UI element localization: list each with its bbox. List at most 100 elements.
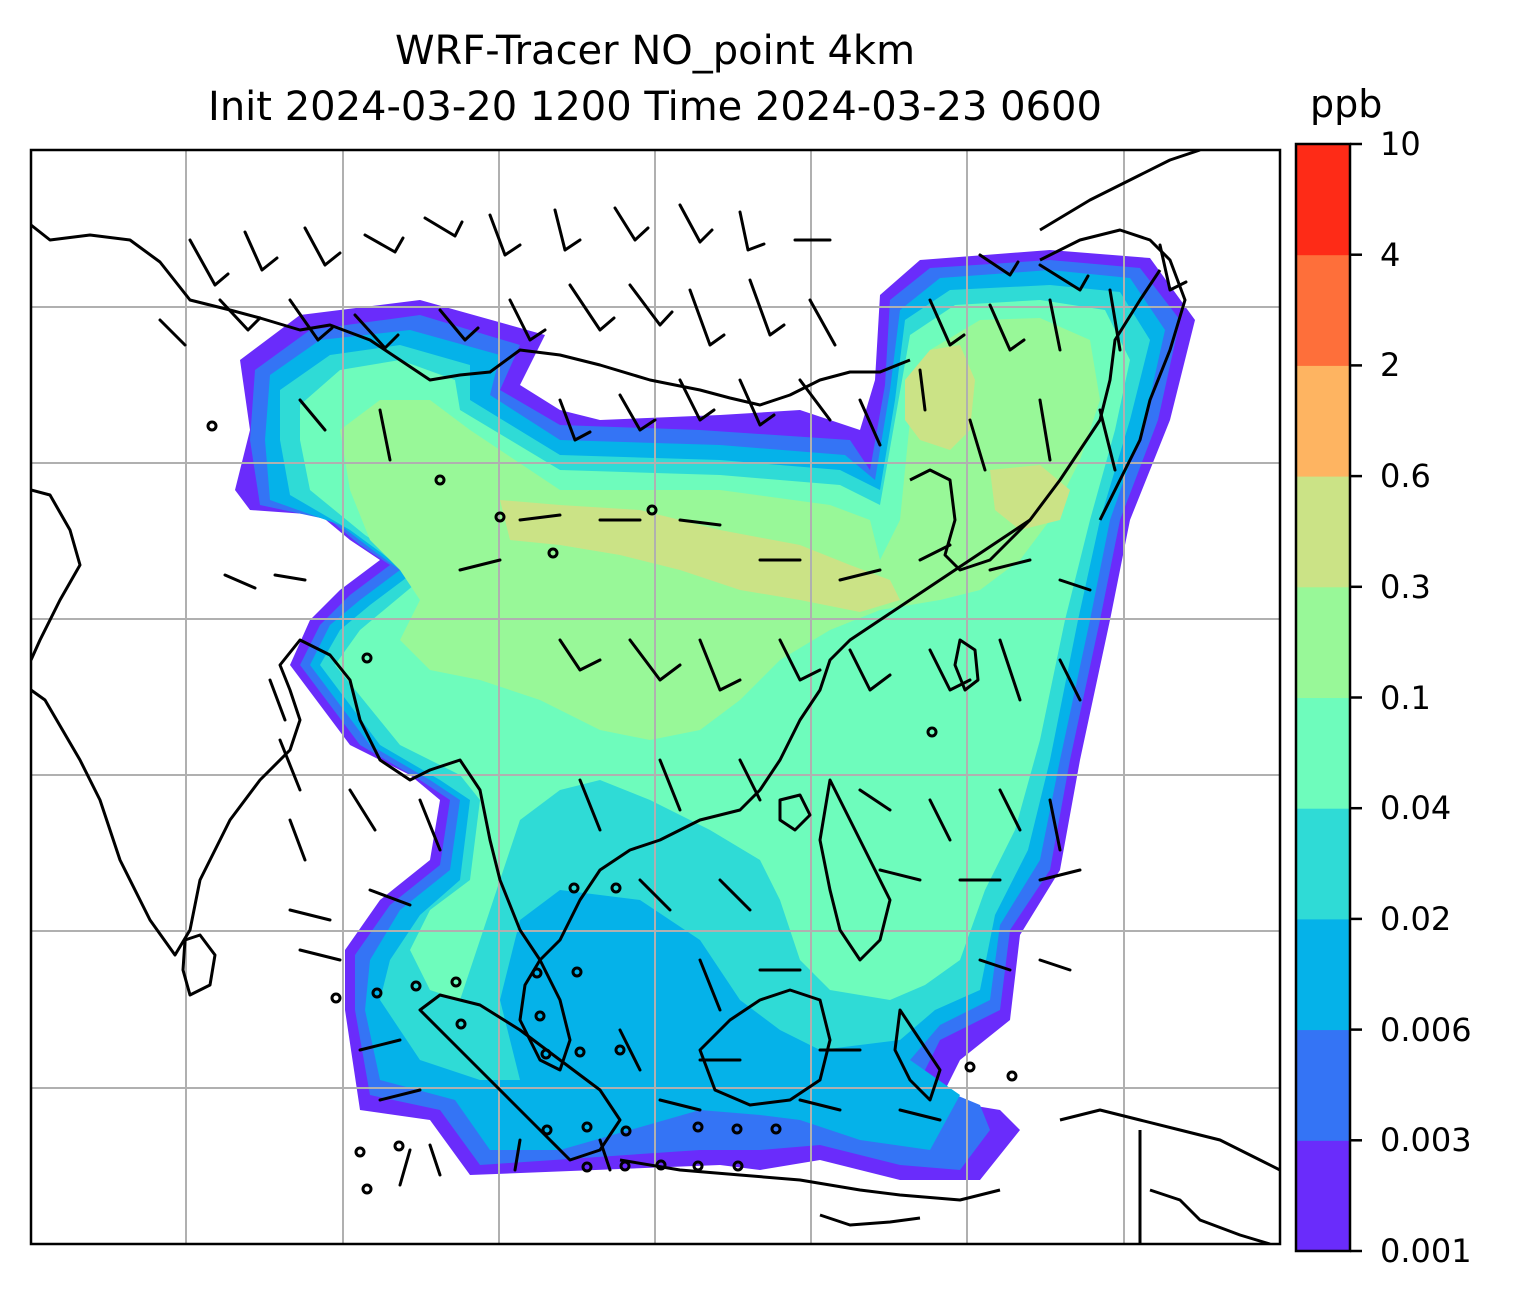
wind-barb xyxy=(378,1088,422,1102)
coastline-java xyxy=(619,1158,1001,1202)
wind-barb xyxy=(918,543,952,562)
colorbar-tick-label: 0.006 xyxy=(1380,1010,1472,1049)
calm-marker xyxy=(646,504,658,516)
coastline-sumatra xyxy=(418,993,622,1162)
wind-barb xyxy=(968,418,987,472)
calm-marker xyxy=(541,1124,553,1136)
calm-marker xyxy=(354,1146,366,1158)
calm-marker xyxy=(732,1160,744,1172)
coastline-korea xyxy=(909,269,1162,572)
wind-barb xyxy=(1038,868,1082,882)
wind-barb xyxy=(438,308,480,342)
colorbar-segment-4 xyxy=(1296,697,1350,809)
wind-barb xyxy=(618,1028,642,1072)
colorbar-segment-0 xyxy=(1296,1140,1350,1252)
calm-marker xyxy=(926,726,938,738)
wind-barb xyxy=(558,398,592,442)
wind-barb xyxy=(898,1108,942,1122)
wind-barb xyxy=(718,878,752,912)
wind-barb xyxy=(698,638,742,692)
colorbar-tick-label: 0.003 xyxy=(1380,1121,1472,1160)
calm-marker xyxy=(692,1121,704,1133)
calm-marker xyxy=(581,1161,593,1173)
wind-barb xyxy=(798,1098,842,1112)
wind-barb xyxy=(418,798,442,852)
wind-barb xyxy=(748,278,786,337)
coastline-sulawesi xyxy=(893,1008,942,1102)
tracer-concentration-field xyxy=(235,250,1195,1180)
colorbar-segment-9 xyxy=(1296,144,1350,256)
coastlines xyxy=(31,150,1280,1244)
coastline-sri-lanka xyxy=(181,933,217,997)
map-title-line-1: WRF-Tracer NO_point 4km xyxy=(394,28,916,74)
wind-barb xyxy=(513,1138,522,1172)
wind-barb xyxy=(798,378,832,422)
coastline-new-guinea xyxy=(1059,1108,1280,1172)
colorbar-tick-label: 0.6 xyxy=(1380,457,1431,496)
wind-barb xyxy=(618,393,657,432)
colorbar-tick-label: 0.02 xyxy=(1380,899,1452,938)
coastline-malay xyxy=(518,958,572,1072)
coastline-japan xyxy=(1039,228,1187,521)
colorbar-tick-label: 2 xyxy=(1380,346,1401,385)
wind-barb xyxy=(278,738,302,792)
calm-marker xyxy=(655,1159,667,1171)
coastline-indochina xyxy=(538,518,1031,962)
wind-barb xyxy=(508,298,547,342)
colorbar-unit-label: ppb xyxy=(1310,82,1383,126)
wind-barbs xyxy=(158,203,1188,1187)
wind-barb xyxy=(273,573,307,582)
calm-marker xyxy=(1006,1070,1018,1082)
coastline-india-peninsula xyxy=(31,638,542,961)
wind-barb xyxy=(423,216,464,238)
wind-barb xyxy=(628,283,674,327)
wind-barb xyxy=(223,573,257,590)
coastline-philippines xyxy=(818,778,892,962)
calm-marker xyxy=(581,1121,593,1133)
wind-barb xyxy=(738,758,762,802)
colorbar-segment-1 xyxy=(1296,1029,1350,1141)
wind-barb xyxy=(158,318,187,347)
colorbar-tick-label: 0.001 xyxy=(1380,1232,1472,1270)
wind-barb xyxy=(658,758,682,812)
wind-barb xyxy=(918,368,927,412)
wind-barb xyxy=(678,518,722,527)
calm-marker xyxy=(494,511,506,523)
wind-barb xyxy=(858,788,892,812)
calm-marker xyxy=(206,420,218,432)
map-title-line-2: Init 2024-03-20 1200 Time 2024-03-23 060… xyxy=(208,84,1102,130)
wind-barb xyxy=(1038,958,1072,972)
wind-barb xyxy=(808,298,837,347)
calm-marker xyxy=(619,1160,631,1172)
wind-barb xyxy=(928,648,972,692)
wind-barb xyxy=(978,253,1020,277)
calm-marker xyxy=(547,547,559,559)
wind-barb xyxy=(778,638,822,682)
map-gridlines xyxy=(31,150,1280,1244)
calm-wind-markers xyxy=(206,420,1018,1195)
colorbar-tick-label: 0.3 xyxy=(1380,567,1431,606)
calm-marker xyxy=(450,976,462,988)
wind-barb xyxy=(553,208,582,252)
colorbar-tick-label: 10 xyxy=(1380,125,1421,163)
wind-barb xyxy=(988,558,1032,572)
wind-barb xyxy=(243,230,279,272)
wind-barb xyxy=(288,818,307,862)
wind-barb xyxy=(1158,243,1188,292)
calm-marker xyxy=(371,987,383,999)
wind-barb xyxy=(298,398,327,432)
wind-barb xyxy=(398,1148,412,1187)
wind-barb xyxy=(848,648,892,692)
coastline-taiwan xyxy=(953,638,980,692)
calm-marker xyxy=(361,1183,373,1195)
wind-barb xyxy=(458,558,502,572)
wind-barb xyxy=(303,226,342,267)
wind-barb xyxy=(698,958,722,1012)
calm-marker xyxy=(531,967,543,979)
wind-barb xyxy=(288,908,332,922)
wind-barb xyxy=(928,298,966,347)
wind-barb xyxy=(838,568,882,582)
calm-marker xyxy=(540,1048,552,1060)
wind-barb xyxy=(738,378,776,427)
